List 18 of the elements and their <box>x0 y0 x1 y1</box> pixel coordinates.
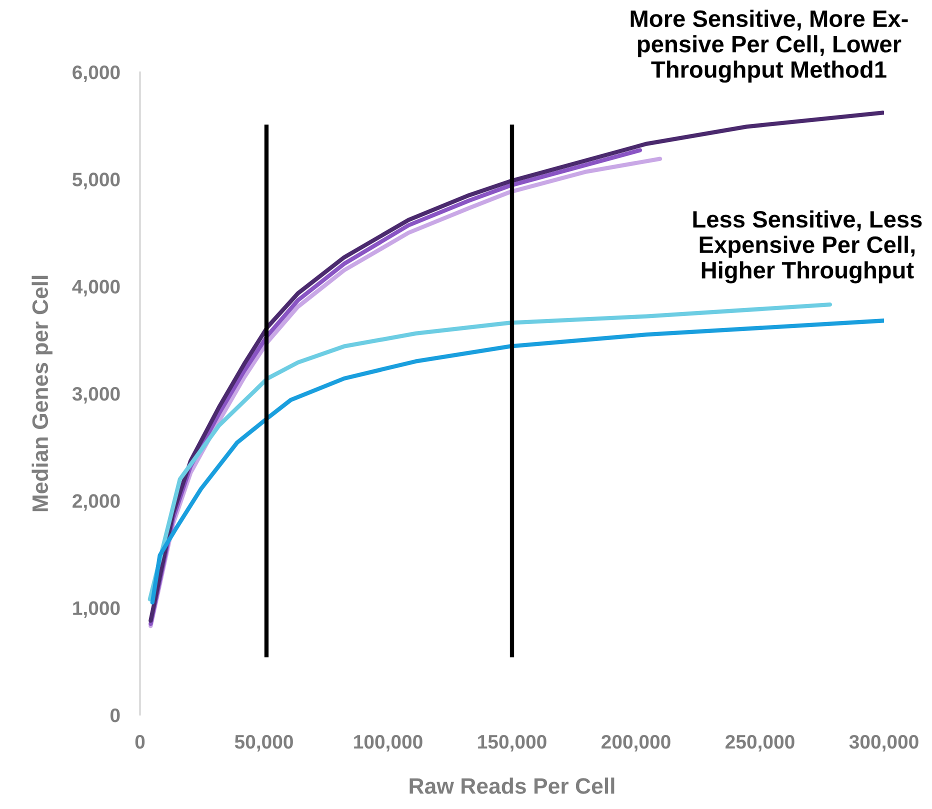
y-tick-label: 6,000 <box>72 65 120 82</box>
x-tick-label: 100,000 <box>354 734 422 752</box>
x-axis-title: Raw Reads Per Cell <box>410 778 614 794</box>
y-axis-title: Median Genes per Cell <box>32 276 52 512</box>
x-tick-label: 0 <box>135 734 145 749</box>
x-tick-label: 50,000 <box>234 734 293 752</box>
x-tick-label: 150,000 <box>478 734 546 752</box>
y-tick-label: 1,000 <box>73 601 120 618</box>
x-tick-label: 250,000 <box>726 734 794 752</box>
x-tick-label: 200,000 <box>602 734 670 752</box>
y-tick-label: 3,000 <box>72 386 120 404</box>
y-tick-label: 5,000 <box>72 172 120 190</box>
y-tick-label: 0 <box>110 708 120 722</box>
y-tick-label: 2,000 <box>72 494 120 511</box>
y-tick-label: 4,000 <box>72 280 120 296</box>
annotation: Less Sensitive, Less Expensive Per Cell, Higher Throughput <box>693 210 922 284</box>
annotation: More Sensitive, More Ex- pensive Per Cell, Lower Throughput Method1 <box>630 10 908 83</box>
x-tick-label: 300,000 <box>849 734 918 752</box>
